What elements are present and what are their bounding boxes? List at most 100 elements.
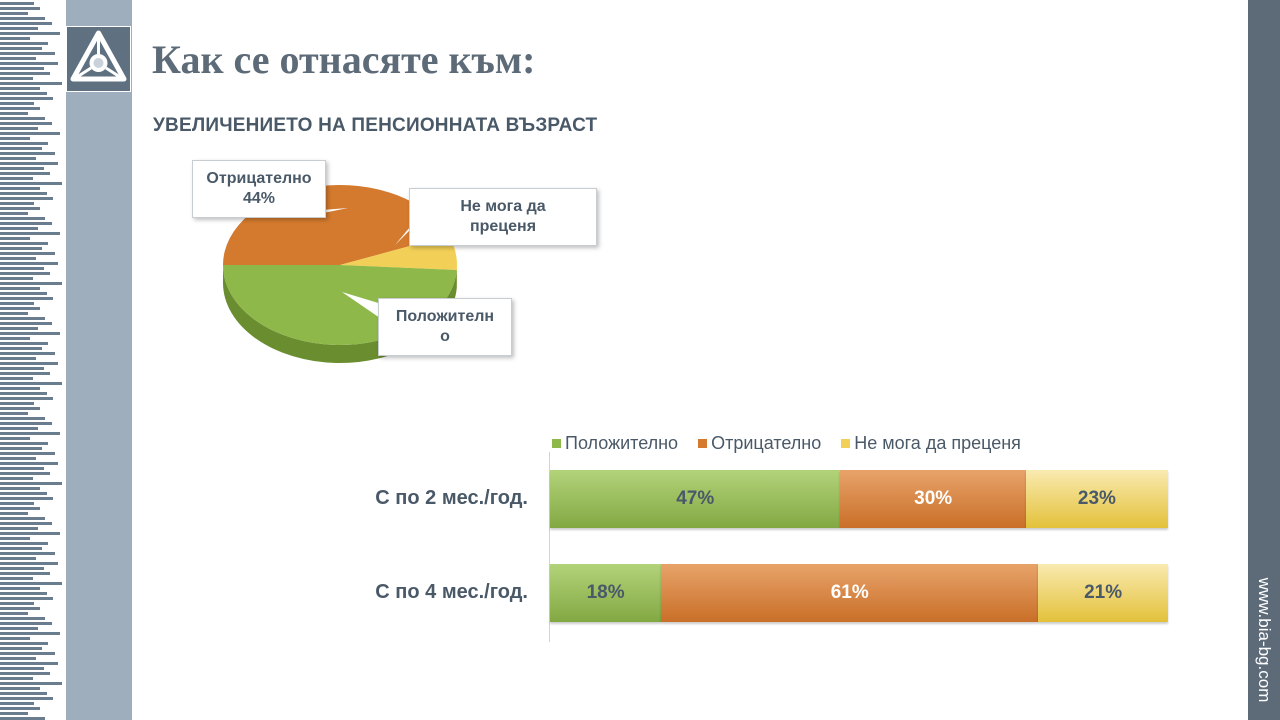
stripe-line [0,307,40,310]
pie-chart-title: УВЕЛИЧЕНИЕТО НА ПЕНСИОННАТА ВЪЗРАСТ [153,115,598,136]
stripe-line [0,437,30,440]
legend-swatch-undecided [841,438,851,448]
stripe-line [0,262,58,265]
stripe-line [0,202,34,205]
stripe-line [0,47,42,50]
stripe-line [0,52,55,55]
stripe-line [0,407,40,410]
stripe-line [0,277,33,280]
stripe-line [0,402,34,405]
stripe-line [0,432,60,435]
stripe-line [0,162,58,165]
pie-label-undecided-line1: Не мога да [460,198,546,215]
stripe-line [0,387,40,390]
stripe-line [0,687,40,690]
stripe-line [0,37,30,40]
stripe-line [0,2,34,5]
stripe-line [0,457,36,460]
legend-label-negative: Отрицателно [711,432,822,453]
stripe-line [0,712,28,715]
stripe-line [0,382,62,385]
stripe-line [0,27,38,30]
stripe-line [0,477,33,480]
stripe-line [0,357,36,360]
stripe-line [0,102,34,105]
left-side-panel [64,0,132,720]
pointer-positive [342,292,385,318]
stripe-line [0,32,60,35]
stripe-line [0,192,47,195]
stripe-line [0,327,38,330]
stripe-line [0,602,34,605]
stripe-line [0,167,44,170]
stripe-line [0,222,52,225]
stripe-line [0,487,40,490]
stripe-line [0,207,40,210]
stripe-line [0,482,62,485]
stripe-line [0,17,45,20]
bar-segment-positive-1 [550,470,841,528]
stripe-line [0,347,42,350]
stripe-line [0,547,42,550]
stripe-line [0,142,48,145]
pie-label-undecided: Не мога да преценя [409,188,597,246]
stripe-line [0,72,50,75]
bar-value-label-undecided-2: 21% [1084,582,1123,603]
stripe-line [0,702,34,705]
stripe-line [0,252,55,255]
stripe-line [0,287,40,290]
stripe-line [0,282,62,285]
bar-category-label-1: С по 2 мес./год. [375,487,528,509]
bar-segment-negative-1 [840,470,1026,528]
stripe-line [0,592,47,595]
stripe-line [0,542,48,545]
bar-chart-axis [549,452,550,642]
stripe-line [0,452,55,455]
stripe-line [0,662,58,665]
bar-segment-undecided-1 [1025,470,1168,528]
stripe-line [0,377,33,380]
bar-segment-negative-2 [661,564,1039,622]
stripe-line [0,447,42,450]
stripe-line [0,367,44,370]
stripe-line [0,667,44,670]
pie-label-negative: Отрицателно 44% [192,160,326,218]
stripe-line [0,572,50,575]
stripe-line [0,537,30,540]
bar-category-label-2: С по 4 мес./год. [375,581,528,603]
stripe-line [0,57,36,60]
stripe-line [0,342,48,345]
stripe-line [0,372,50,375]
stripe-line [0,677,33,680]
stripe-line [0,442,48,445]
stripe-line [0,492,47,495]
stripe-line [0,42,48,45]
stripe-line [0,397,53,400]
stripe-line [0,302,34,305]
right-side-band [1248,0,1280,720]
stripe-line [0,597,53,600]
stripe-line [0,117,45,120]
stripe-line [0,642,48,645]
stripe-line [0,112,28,115]
stripe-line [0,147,42,150]
stripe-line [0,522,52,525]
stripe-line [0,137,30,140]
legend-item-positive: Положително [552,433,678,454]
stripe-line [0,562,58,565]
stripe-line [0,362,58,365]
stripe-line [0,12,28,15]
website-url[interactable]: www.bia-bg.com [1255,577,1274,703]
stripe-line [0,127,38,130]
stripe-line [0,312,28,315]
stripe-line [0,637,30,640]
stripe-line [0,7,40,10]
stripe-line [0,622,52,625]
stripe-line [0,267,44,270]
pie-label-positive-line1: Положителн [395,308,495,325]
pie-label-positive-line2: о [440,328,450,345]
stripe-line [0,682,62,685]
pie-label-negative-name: Отрицателно [206,170,312,187]
stripe-line [0,587,40,590]
stripe-line [0,317,45,320]
